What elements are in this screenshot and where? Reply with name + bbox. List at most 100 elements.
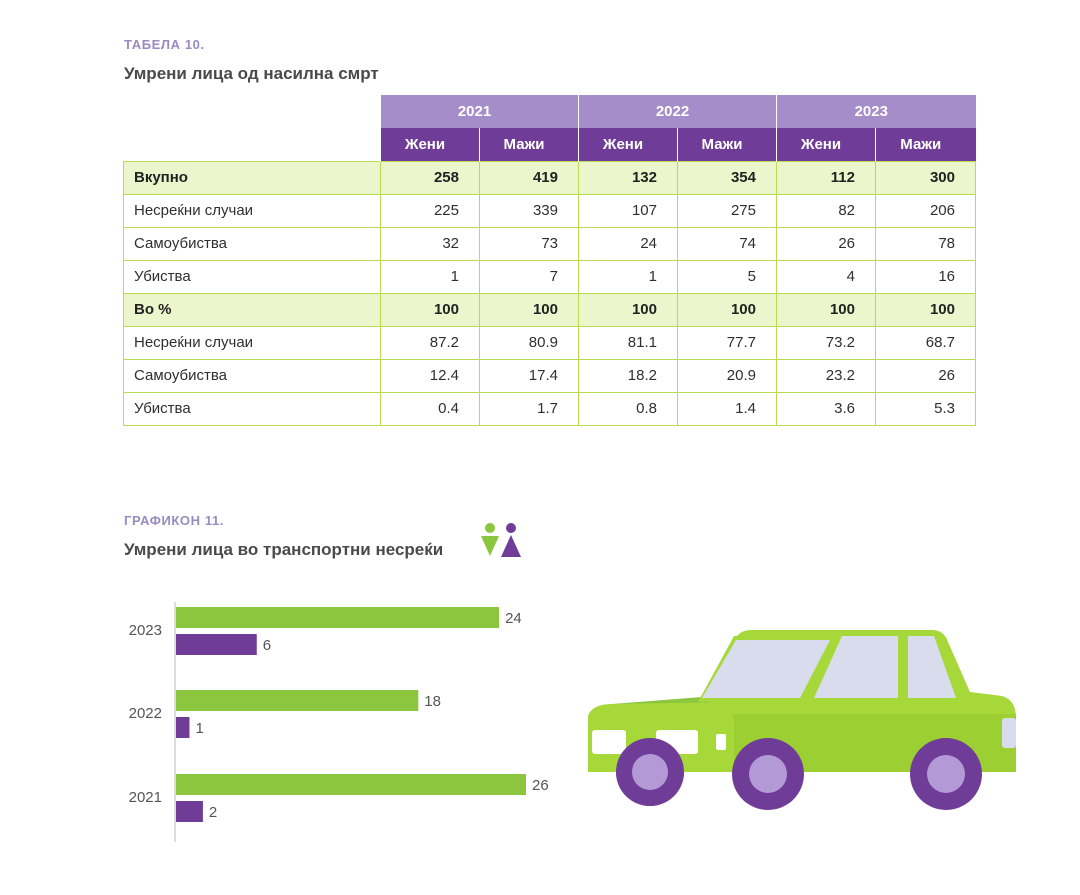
row-label: Убиства	[123, 391, 381, 426]
gender-icon	[481, 523, 521, 557]
cell: 20.9	[677, 358, 777, 393]
man-body-icon	[501, 535, 521, 557]
row-label: Убиства	[123, 259, 381, 294]
cell: 206	[875, 193, 976, 228]
cell: 339	[479, 193, 579, 228]
cell: 12.4	[380, 358, 480, 393]
bar-green-2023	[176, 607, 500, 628]
cell: 80.9	[479, 325, 579, 360]
sex-header-women: Жени	[578, 128, 678, 161]
cell: 18.2	[578, 358, 678, 393]
bar-purple-2021	[176, 801, 203, 822]
rear-wheel-hubcap	[927, 755, 965, 793]
cell: 3.6	[776, 391, 876, 426]
bar-value-label: 26	[532, 777, 549, 794]
year-header: 2022	[578, 95, 777, 128]
year-tick-label: 2023	[129, 622, 162, 639]
cell: 73	[479, 226, 579, 261]
sex-header-men: Мажи	[479, 128, 579, 161]
table-row-total: Вкупно 258 419 132 354 112 300	[123, 160, 976, 195]
side-window-rear	[908, 636, 956, 698]
cell: 258	[380, 160, 480, 195]
row-label: Несреќни случаи	[123, 325, 381, 360]
cell: 100	[578, 292, 678, 327]
bar-green-2022	[176, 690, 419, 711]
cell: 0.4	[380, 391, 480, 426]
table-row: Убиства 0.4 1.7 0.8 1.4 3.6 5.3	[123, 391, 976, 426]
year-tick-label: 2021	[129, 789, 162, 806]
table-title: Умрени лица од насилна смрт	[124, 64, 379, 83]
row-label: Во %	[123, 292, 381, 327]
woman-head-icon	[485, 523, 495, 533]
car-taillight	[1002, 718, 1016, 748]
front-wheel-hubcap	[632, 754, 668, 790]
cell: 107	[578, 193, 678, 228]
side-window-front	[814, 636, 898, 698]
table-caption: ТАБЕЛА 10.	[124, 37, 205, 52]
year-header: 2023	[776, 95, 976, 128]
cell: 132	[578, 160, 678, 195]
cell: 100	[380, 292, 480, 327]
cell: 81.1	[578, 325, 678, 360]
cell: 73.2	[776, 325, 876, 360]
cell: 7	[479, 259, 579, 294]
bar-purple-2023	[176, 634, 257, 655]
cell: 32	[380, 226, 480, 261]
cell: 4	[776, 259, 876, 294]
windshield-icon	[702, 640, 830, 698]
table-row: Самоубиства 32 73 24 74 26 78	[123, 226, 976, 261]
man-head-icon	[506, 523, 516, 533]
sex-header-women: Жени	[776, 128, 876, 161]
bar-purple-2022	[176, 717, 190, 738]
transport-deaths-chart: 2023 24 6 2022 18 1 2021 26 2	[129, 602, 549, 842]
cell: 1.4	[677, 391, 777, 426]
table-row: Несреќни случаи 87.2 80.9 81.1 77.7 73.2…	[123, 325, 976, 360]
bar-value-label: 1	[195, 720, 203, 737]
cell: 74	[677, 226, 777, 261]
graph-title: Умрени лица во транспортни несреќи	[124, 540, 444, 559]
cell: 100	[677, 292, 777, 327]
middle-wheel-hubcap	[749, 755, 787, 793]
deaths-table: 2021 2022 2023 Жени Мажи Жени Мажи Жени …	[123, 95, 976, 426]
bar-value-label: 6	[263, 637, 271, 654]
cell: 225	[380, 193, 480, 228]
graph-caption: ГРАФИКОН 11.	[124, 513, 225, 528]
row-label: Самоубиства	[123, 358, 381, 393]
sex-header-men: Мажи	[677, 128, 777, 161]
table-row: Несреќни случаи 225 339 107 275 82 206	[123, 193, 976, 228]
cell: 1	[578, 259, 678, 294]
cell: 26	[875, 358, 976, 393]
cell: 1.7	[479, 391, 579, 426]
table-row-percent-total: Во % 100 100 100 100 100 100	[123, 292, 976, 327]
cell: 100	[479, 292, 579, 327]
cell: 5	[677, 259, 777, 294]
car-indicator	[716, 734, 726, 750]
header-blank	[123, 95, 381, 128]
woman-body-icon	[481, 536, 499, 556]
cell: 87.2	[380, 325, 480, 360]
cell: 77.7	[677, 325, 777, 360]
cell: 354	[677, 160, 777, 195]
row-label: Вкупно	[123, 160, 381, 195]
year-header: 2021	[380, 95, 579, 128]
row-label: Несреќни случаи	[123, 193, 381, 228]
cell: 100	[776, 292, 876, 327]
year-tick-label: 2022	[129, 705, 162, 722]
car-illustration	[588, 630, 1016, 810]
cell: 17.4	[479, 358, 579, 393]
cell: 1	[380, 259, 480, 294]
car-headlight-left	[592, 730, 626, 754]
sex-header-men: Мажи	[875, 128, 976, 161]
cell: 275	[677, 193, 777, 228]
sex-header-women: Жени	[380, 128, 480, 161]
cell: 68.7	[875, 325, 976, 360]
header-blank	[123, 128, 381, 161]
bar-value-label: 2	[209, 804, 217, 821]
cell: 24	[578, 226, 678, 261]
bar-green-2021	[176, 774, 526, 795]
bar-value-label: 24	[505, 610, 522, 627]
cell: 112	[776, 160, 876, 195]
cell: 78	[875, 226, 976, 261]
cell: 100	[875, 292, 976, 327]
cell: 0.8	[578, 391, 678, 426]
